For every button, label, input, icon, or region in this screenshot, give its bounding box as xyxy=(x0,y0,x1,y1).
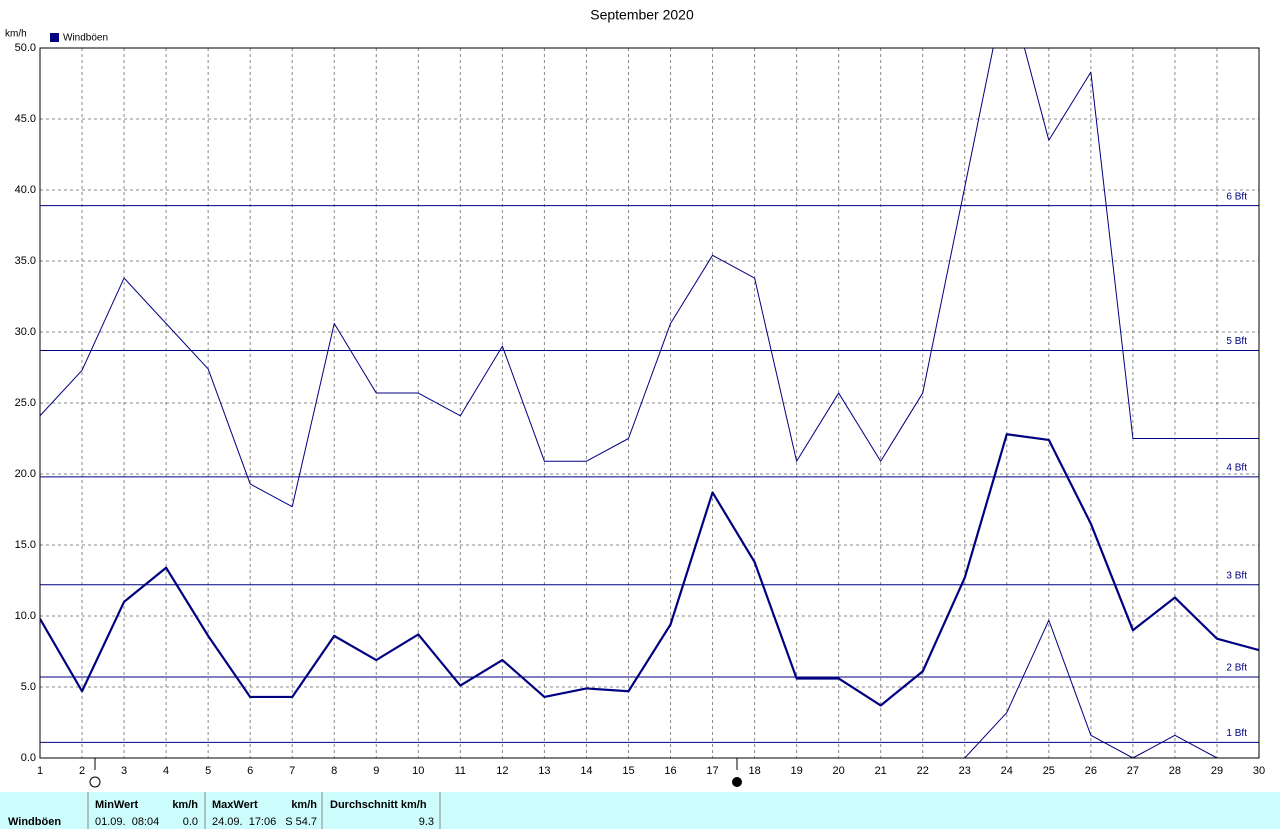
y-tick-label: 20.0 xyxy=(15,468,36,480)
cell: S 54.7 xyxy=(285,816,317,828)
x-tick-label: 15 xyxy=(622,765,634,777)
plot-frame xyxy=(39,47,1260,759)
y-tick-label: 40.0 xyxy=(15,184,36,196)
x-tick-label: 19 xyxy=(790,765,802,777)
y-tick-label: 0.0 xyxy=(21,752,36,764)
cell: 01.09. 08:04 xyxy=(95,816,159,828)
y-unit: km/h xyxy=(5,29,27,40)
chart-title: September 2020 xyxy=(590,7,694,23)
legend-swatch xyxy=(50,33,59,42)
cell: 0.0 xyxy=(183,816,198,828)
x-tick-label: 13 xyxy=(538,765,550,777)
x-tick-label: 10 xyxy=(412,765,424,777)
x-tick-label: 25 xyxy=(1043,765,1055,777)
header: km/h xyxy=(291,799,317,811)
x-tick-label: 8 xyxy=(331,765,337,777)
x-tick-label: 16 xyxy=(664,765,676,777)
x-tick-label: 9 xyxy=(373,765,379,777)
header: km/h xyxy=(172,799,198,811)
cell: 9.3 xyxy=(419,816,434,828)
x-tick-label: 27 xyxy=(1127,765,1139,777)
x-tick-label: 18 xyxy=(748,765,760,777)
x-tick-label: 30 xyxy=(1253,765,1265,777)
x-tick-label: 29 xyxy=(1211,765,1223,777)
x-tick-label: 11 xyxy=(455,765,466,777)
y-tick-label: 35.0 xyxy=(15,255,36,267)
x-tick-label: 1 xyxy=(37,765,43,777)
y-tick-label: 45.0 xyxy=(15,113,36,125)
x-tick-label: 22 xyxy=(917,765,929,777)
x-tick-label: 3 xyxy=(121,765,127,777)
x-tick-label: 24 xyxy=(1001,765,1013,777)
header: MinWert xyxy=(95,799,139,811)
y-tick-label: 15.0 xyxy=(15,539,36,551)
beaufort-label: 6 Bft xyxy=(1226,191,1247,202)
beaufort-label: 2 Bft xyxy=(1226,663,1247,674)
row-label: Windböen xyxy=(8,816,61,828)
x-tick-label: 7 xyxy=(289,765,295,777)
beaufort-label: 4 Bft xyxy=(1226,462,1247,473)
beaufort-label: 1 Bft xyxy=(1226,728,1247,739)
x-tick-label: 2 xyxy=(79,765,85,777)
x-tick-label: 5 xyxy=(205,765,211,777)
series-group xyxy=(40,48,1259,758)
max-marker xyxy=(732,777,742,787)
header: Durchschnitt km/h xyxy=(330,799,427,811)
stats-table: Windböen MinWert km/h 01.09. 08:04 0.0 M… xyxy=(0,792,1280,829)
y-tick-label: 5.0 xyxy=(21,681,36,693)
x-tick-label: 14 xyxy=(580,765,592,777)
table-bg xyxy=(0,792,1280,829)
x-tick-label: 20 xyxy=(833,765,845,777)
min-marker xyxy=(89,776,101,788)
y-tick-label: 25.0 xyxy=(15,397,36,409)
x-tick-label: 6 xyxy=(247,765,253,777)
cell: 24.09. 17:06 xyxy=(212,816,276,828)
beaufort-label: 3 Bft xyxy=(1226,570,1247,581)
y-tick-label: 10.0 xyxy=(15,610,36,622)
legend-label: Windböen xyxy=(63,33,108,44)
series-line xyxy=(40,48,1259,508)
beaufort-label: 5 Bft xyxy=(1226,336,1247,347)
x-tick-label: 21 xyxy=(875,765,887,777)
x-tick-label: 17 xyxy=(706,765,718,777)
x-tick-label: 23 xyxy=(959,765,971,777)
x-tick-label: 4 xyxy=(163,765,169,777)
series-line xyxy=(40,619,1218,758)
x-tick-label: 12 xyxy=(496,765,508,777)
header: MaxWert xyxy=(212,799,258,811)
y-tick-label: 30.0 xyxy=(15,326,36,338)
x-tick-label: 26 xyxy=(1085,765,1097,777)
x-tick-label: 28 xyxy=(1169,765,1181,777)
series-line xyxy=(40,433,1259,707)
y-tick-label: 50.0 xyxy=(15,42,36,54)
